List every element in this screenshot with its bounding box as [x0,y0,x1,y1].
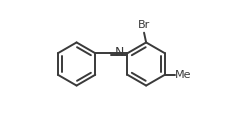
Text: N: N [115,46,124,59]
Text: Br: Br [138,20,150,30]
Text: Me: Me [175,70,192,80]
